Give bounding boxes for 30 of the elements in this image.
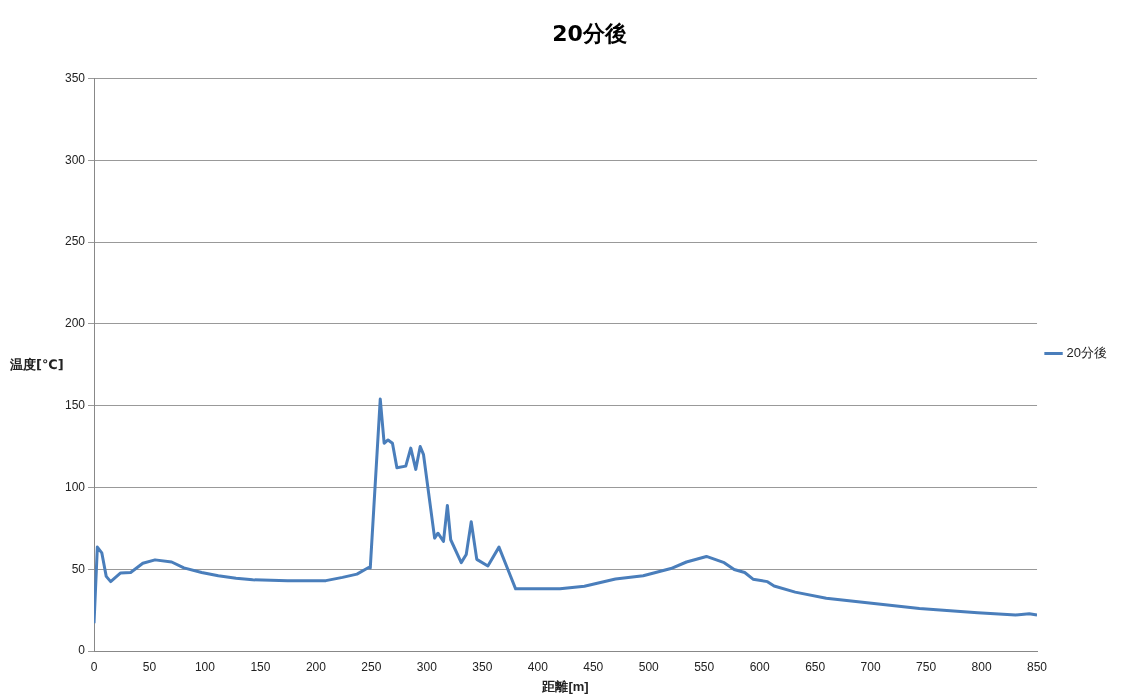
- x-tick-label: 500: [638, 659, 660, 674]
- chart-title: 20分後: [552, 20, 627, 46]
- x-tick-label: 600: [749, 659, 771, 674]
- x-tick-label: 50: [142, 659, 157, 674]
- x-tick-label: 700: [860, 659, 881, 674]
- x-tick-label: 0: [90, 659, 98, 674]
- x-tick-label: 800: [971, 659, 992, 674]
- y-tick-label: 200: [64, 316, 86, 331]
- x-tick-label: 750: [916, 659, 937, 674]
- x-tick-label: 300: [416, 659, 438, 674]
- x-tick-label: 150: [250, 659, 271, 674]
- y-tick-label: 50: [71, 561, 86, 576]
- x-tick-label: 100: [194, 659, 216, 674]
- x-tick-label: 450: [583, 659, 604, 674]
- y-tick-label: 350: [64, 70, 86, 85]
- legend-label: 20分後: [1066, 345, 1108, 361]
- y-axis-title: 温度[℃]: [10, 356, 64, 374]
- y-tick-label: 150: [64, 397, 86, 412]
- y-tick-label: 300: [64, 152, 86, 167]
- x-tick-label: 200: [305, 659, 327, 674]
- y-tick-label: 250: [64, 234, 86, 249]
- x-tick-label: 650: [805, 659, 826, 674]
- x-tick-label: 400: [527, 659, 549, 674]
- x-tick-label: 850: [1027, 659, 1048, 674]
- x-tick-label: 350: [472, 659, 493, 674]
- y-tick-label: 100: [64, 479, 86, 494]
- x-axis-title: 距離[m]: [541, 678, 589, 694]
- y-tick-label: 0: [78, 643, 86, 658]
- x-tick-label: 250: [361, 659, 382, 674]
- x-tick-label: 550: [694, 659, 715, 674]
